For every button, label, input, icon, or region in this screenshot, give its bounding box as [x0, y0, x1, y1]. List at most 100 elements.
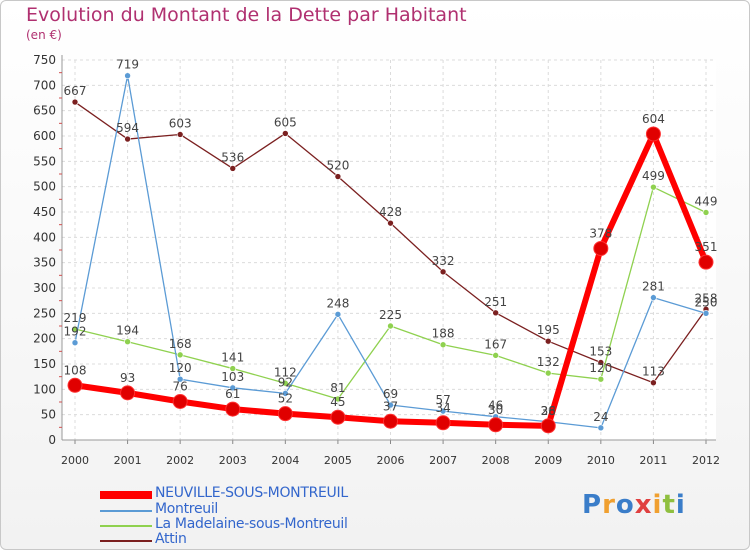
data-label-1: 281: [642, 280, 665, 294]
series-point-0: [645, 126, 661, 142]
data-label-3: 605: [274, 115, 297, 129]
data-label-1: 92: [278, 375, 293, 389]
data-label-2: 141: [221, 351, 244, 365]
data-label-0: 28: [541, 404, 556, 418]
data-label-3: 195: [537, 323, 560, 337]
series-point-1: [597, 424, 605, 432]
x-tick-label: 2010: [587, 454, 615, 467]
plot-area: [62, 60, 716, 440]
series-point-2: [650, 183, 657, 191]
data-label-2: 499: [642, 169, 665, 183]
x-tick-label: 2001: [114, 454, 142, 467]
data-label-1: 36: [541, 404, 556, 418]
series-point-0: [67, 377, 83, 393]
data-label-1: 46: [488, 399, 503, 413]
data-label-1: 250: [695, 295, 718, 309]
series-point-0: [330, 409, 346, 425]
series-point-3: [229, 165, 237, 172]
data-label-3: 603: [169, 116, 192, 130]
series-point-2: [544, 369, 552, 377]
series-point-2: [124, 338, 131, 346]
data-label-0: 37: [383, 399, 398, 413]
data-label-0: 76: [173, 379, 188, 393]
x-tick-label: 2006: [377, 454, 405, 467]
series-point-1: [650, 294, 657, 301]
data-label-2: 112: [274, 365, 297, 379]
legend-swatch-madelaine: [100, 525, 152, 527]
y-axis-unit: (en €): [26, 28, 62, 42]
x-tick-label: 2009: [534, 454, 562, 467]
data-label-0: 93: [120, 371, 135, 385]
data-label-2: 449: [695, 195, 718, 209]
y-tick-label: 150: [33, 357, 56, 371]
x-tick-label: 2003: [219, 454, 247, 467]
series-point-3: [176, 131, 184, 138]
legend-label-neuville: NEUVILLE-SOUS-MONTREUIL: [155, 485, 348, 501]
data-label-1: 719: [116, 58, 139, 72]
data-label-2: 167: [484, 337, 507, 351]
series-point-2: [702, 209, 710, 216]
data-label-3: 251: [484, 295, 507, 309]
series-point-1: [229, 384, 237, 392]
data-label-3: 332: [432, 254, 455, 268]
y-tick-label: 300: [33, 281, 56, 295]
series-point-0: [383, 413, 398, 429]
data-label-1: 24: [593, 410, 608, 424]
y-tick-label: 550: [33, 154, 56, 168]
x-tick-label: 2007: [429, 454, 457, 467]
data-label-3: 520: [326, 159, 349, 173]
data-label-3: 536: [221, 150, 244, 164]
series-point-0: [488, 417, 504, 433]
y-tick-label: 350: [33, 256, 56, 270]
series-point-0: [698, 254, 714, 270]
series-point-3: [544, 337, 552, 345]
series-point-2: [597, 375, 605, 383]
data-label-3: 153: [589, 344, 612, 358]
series-point-3: [492, 309, 499, 317]
x-tick-label: 2012: [692, 454, 720, 467]
series-point-1: [387, 401, 394, 409]
series-point-3: [597, 359, 605, 366]
data-label-1: 248: [326, 296, 349, 310]
legend-label-attin: Attin: [155, 531, 187, 547]
x-tick-label: 2004: [271, 454, 299, 467]
x-tick-label: 2005: [324, 454, 352, 467]
data-label-1: 192: [64, 325, 87, 339]
x-tick-label: 2002: [166, 454, 194, 467]
data-label-2: 225: [379, 308, 402, 322]
series-point-3: [71, 98, 79, 106]
y-tick-label: 750: [33, 53, 56, 67]
legend-label-madelaine: La Madelaine-sous-Montreuil: [155, 516, 348, 532]
y-tick-label: 600: [33, 129, 56, 143]
series-point-0: [593, 240, 609, 256]
series-point-3: [124, 135, 131, 143]
series-point-1: [334, 311, 342, 318]
data-label-1: 57: [435, 393, 450, 407]
legend-label-montreuil: Montreuil: [155, 501, 219, 517]
proxiti-logo: Proxiti: [582, 490, 686, 520]
series-point-0: [225, 401, 241, 417]
data-label-3: 258: [695, 291, 718, 305]
series-point-3: [282, 130, 289, 137]
series-point-0: [540, 418, 556, 434]
y-tick-label: 0: [48, 433, 56, 447]
series-point-3: [650, 379, 657, 387]
data-label-1: 103: [221, 370, 244, 384]
series-point-2: [492, 352, 499, 359]
y-tick-label: 650: [33, 104, 56, 118]
y-tick-label: 200: [33, 332, 56, 346]
series-point-1: [71, 339, 79, 347]
series-point-0: [277, 406, 293, 422]
legend-swatch-attin: [100, 540, 152, 542]
y-tick-label: 700: [33, 78, 56, 92]
series-point-1: [124, 72, 131, 80]
y-tick-label: 500: [33, 180, 56, 194]
series-point-1: [282, 390, 289, 397]
series-point-2: [334, 395, 342, 403]
series-point-3: [387, 219, 394, 227]
y-tick-label: 100: [33, 382, 56, 396]
data-label-0: 108: [64, 363, 87, 377]
data-label-3: 428: [379, 205, 402, 219]
series-point-1: [702, 310, 710, 317]
